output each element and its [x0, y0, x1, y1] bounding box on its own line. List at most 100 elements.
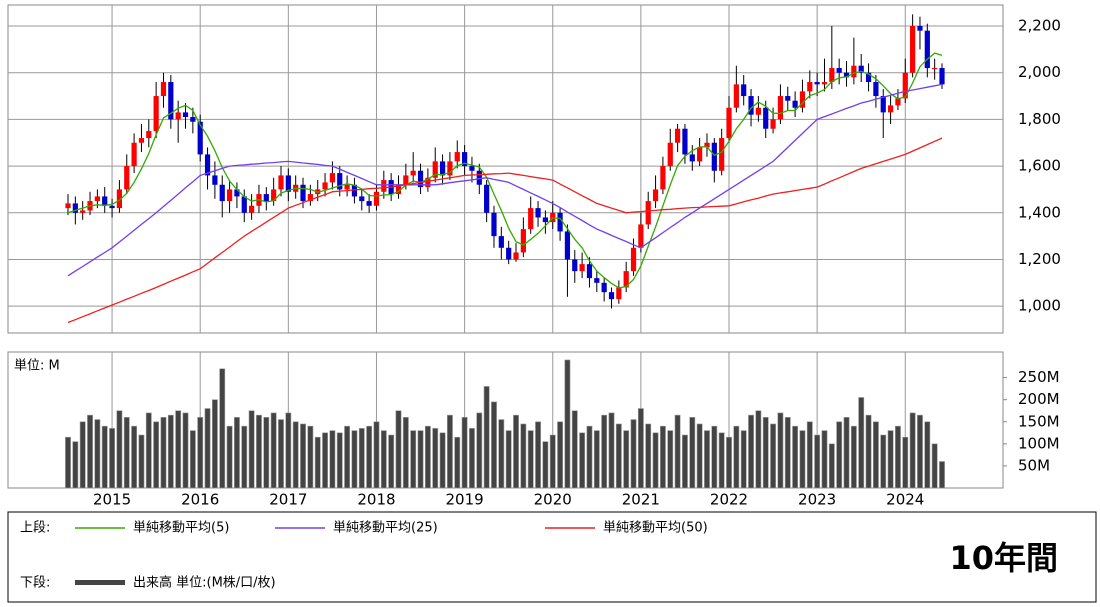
volume-bar: [138, 434, 145, 489]
candle-body: [910, 26, 916, 73]
volume-bar: [197, 417, 204, 489]
candle-body: [748, 96, 754, 115]
candle-body: [711, 142, 717, 171]
candle-body: [381, 180, 387, 192]
x-tick-label: 2018: [357, 491, 395, 509]
volume-bar: [292, 421, 299, 489]
legend-swatch: [75, 580, 125, 585]
candle-body: [799, 91, 806, 108]
candle-body: [814, 82, 820, 85]
candle-body: [432, 161, 438, 178]
legend-text: 単純移動平均(25): [333, 520, 438, 536]
volume-bar: [388, 434, 395, 489]
candle-body: [65, 203, 71, 209]
candle-body: [821, 82, 828, 85]
candle-body: [777, 96, 784, 120]
y-tick-label: 1,200: [1018, 250, 1061, 268]
candle-body: [160, 82, 167, 97]
candle-body: [667, 142, 673, 167]
candle-body: [116, 189, 123, 209]
x-tick-label: 2020: [534, 491, 572, 509]
candle-body: [932, 68, 938, 70]
volume-bar: [211, 399, 218, 489]
candle-body: [887, 105, 894, 113]
candle-body: [226, 189, 233, 202]
volume-bar: [395, 410, 402, 489]
volume-bar: [131, 425, 138, 489]
candle-body: [528, 208, 534, 230]
candle-body: [836, 68, 842, 73]
volume-bar: [557, 421, 563, 489]
volume-bar: [234, 417, 240, 489]
candle-body: [843, 72, 850, 78]
plot: [65, 14, 945, 489]
volume-bar: [711, 425, 718, 489]
volume-bar: [689, 417, 696, 489]
candle-body: [469, 166, 475, 171]
candle-body: [182, 112, 189, 118]
volume-bar: [652, 432, 659, 489]
volume-bar: [682, 434, 688, 489]
volume-bar: [270, 412, 277, 489]
x-tick-label: 2021: [622, 491, 660, 509]
candle-body: [623, 271, 629, 288]
candle-body: [102, 196, 108, 206]
volume-bar: [660, 425, 666, 489]
candle-body: [300, 184, 306, 202]
volume-bar: [373, 421, 380, 489]
volume-bar: [843, 417, 850, 489]
volume-bar: [461, 417, 468, 489]
candle-body: [94, 196, 100, 202]
x-tick-label: 2019: [446, 491, 484, 509]
candle-body: [72, 203, 78, 213]
x-tick-label: 2023: [798, 491, 836, 509]
volume-bar: [593, 430, 600, 489]
candle-body: [865, 72, 872, 83]
volume-bar: [491, 401, 497, 489]
candle-body: [263, 194, 269, 202]
candle-body: [924, 30, 930, 69]
legend-text: 単純移動平均(50): [603, 520, 708, 536]
volume-bar: [454, 436, 461, 489]
candle-body: [652, 189, 659, 202]
candle-body: [484, 184, 490, 213]
candle-body: [770, 119, 776, 129]
volume-bar: [432, 428, 439, 489]
candle-body: [785, 96, 791, 101]
volume-bar: [909, 412, 916, 489]
candle-body: [630, 247, 637, 272]
volume-bar: [608, 412, 615, 489]
legend-text: 単純移動平均(5): [133, 520, 229, 536]
y-tick-label: 250M: [1018, 368, 1060, 386]
candle-body: [895, 98, 901, 106]
volume-bar: [564, 359, 571, 489]
volume-bar: [755, 410, 762, 489]
candle-body: [204, 154, 211, 176]
volume-bar: [153, 421, 160, 489]
x-tick-label: 2024: [886, 491, 924, 509]
volume-bar: [895, 425, 901, 489]
volume-bar: [623, 430, 630, 489]
volume-bar: [263, 417, 270, 489]
candle-body: [146, 131, 152, 139]
candle-body: [917, 26, 923, 31]
volume-bar: [439, 432, 446, 489]
candle-body: [168, 82, 174, 120]
volume-bar: [469, 428, 475, 489]
volume-bar: [718, 432, 725, 489]
volume-bar: [123, 417, 130, 489]
candle-body: [417, 170, 424, 188]
candle-body: [535, 208, 541, 218]
volume-bar: [87, 414, 93, 489]
candle-body: [829, 68, 835, 83]
volume-unit: 単位: M: [14, 358, 60, 374]
volume-bar: [226, 425, 233, 489]
candle-body: [719, 138, 725, 171]
volume-bar: [858, 397, 865, 489]
candle-body: [439, 161, 446, 176]
legend-label: 下段:: [20, 576, 50, 591]
volume-bar: [931, 443, 938, 489]
legend-text: 出来高 単位:(M株/口/枚): [133, 575, 276, 591]
candle-body: [234, 189, 240, 197]
candle-body: [557, 212, 563, 232]
